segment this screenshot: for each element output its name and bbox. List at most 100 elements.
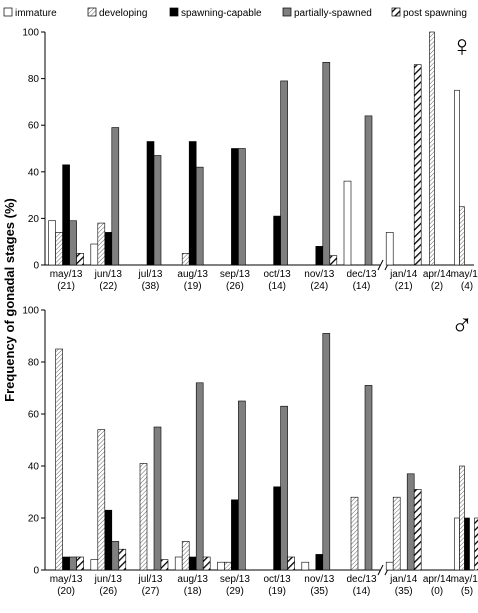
bar [49,221,56,265]
x-tick-sublabel: (2) [431,281,443,292]
bar [414,489,421,570]
x-tick-sublabel: (21) [57,281,75,292]
bar [344,181,351,265]
bar [154,155,161,265]
x-tick-sublabel: (26) [99,586,117,597]
x-tick-label: may/14 [451,574,478,585]
bar [70,221,77,265]
bar [281,81,288,265]
x-tick-sublabel: (0) [431,586,443,597]
bar [455,518,460,570]
y-tick-label: 60 [28,121,40,132]
y-tick-label: 40 [28,462,40,473]
x-tick-label: jul/13 [138,574,163,585]
bar [231,500,238,570]
bar [182,541,189,570]
bar [161,560,168,570]
x-tick-sublabel: (5) [461,586,473,597]
x-tick-label: apr/14 [423,269,452,280]
bar [112,128,119,265]
y-tick-label: 80 [28,74,40,85]
bar [407,474,414,570]
x-tick-sublabel: (35) [395,586,413,597]
y-tick-label: 60 [28,410,40,421]
bar [238,149,245,266]
y-tick-label: 100 [22,306,39,317]
bar [154,427,161,570]
bar [386,232,393,265]
bar [119,549,126,570]
x-tick-sublabel: (14) [353,281,371,292]
bar [224,562,231,570]
bar [196,167,203,265]
x-tick-sublabel: (14) [268,281,286,292]
y-tick-label: 0 [33,566,39,577]
legend-label: partially-spawned [294,8,372,19]
x-tick-label: oct/13 [263,269,291,280]
x-tick-label: apr/14 [423,574,452,585]
y-axis-label: Frequency of gonadal stages (%) [2,198,17,402]
bar [393,497,400,570]
x-tick-sublabel: (27) [142,586,160,597]
x-tick-sublabel: (14) [353,586,371,597]
y-tick-label: 0 [33,261,39,272]
bar [316,554,323,570]
bar [217,562,224,570]
bar [274,216,281,265]
legend-label: immature [15,8,57,19]
x-tick-label: dec/13 [346,574,376,585]
sex-symbol: ♂ [451,308,474,341]
bar [140,463,147,570]
bar [281,406,288,570]
bar [203,557,210,570]
bar [460,207,465,265]
bar [475,518,478,570]
y-tick-label: 100 [22,28,39,39]
x-tick-sublabel: (38) [142,281,160,292]
bar [465,518,470,570]
legend-swatch [4,8,12,16]
x-tick-label: dec/13 [346,269,376,280]
x-tick-label: jul/13 [138,269,163,280]
bar [231,149,238,266]
bar [98,223,105,265]
bar [196,383,203,570]
bar [112,541,119,570]
x-tick-label: may/14 [451,269,478,280]
bar [238,401,245,570]
x-tick-label: jun/13 [94,269,123,280]
x-tick-label: jun/13 [94,574,123,585]
bar [105,510,112,570]
bar [430,32,435,265]
bar [70,557,77,570]
bar [91,244,98,265]
bar [274,487,281,570]
x-tick-sublabel: (20) [57,586,75,597]
x-tick-sublabel: (26) [226,281,244,292]
x-tick-label: oct/13 [263,574,291,585]
x-tick-sublabel: (21) [395,281,413,292]
y-tick-label: 40 [28,167,40,178]
bar [189,142,196,265]
bar [460,466,465,570]
x-tick-label: aug/13 [177,269,208,280]
legend-swatch [88,8,96,16]
x-tick-sublabel: (29) [226,586,244,597]
bar [77,253,84,265]
sex-symbol: ♀ [451,30,474,63]
bar [189,557,196,570]
legend-swatch [283,8,291,16]
x-tick-sublabel: (19) [268,586,286,597]
bar [182,253,189,265]
y-tick-label: 80 [28,358,40,369]
legend-label: developing [99,8,147,19]
x-tick-label: sep/13 [220,574,250,585]
x-tick-sublabel: (19) [184,281,202,292]
legend-label: spawning-capable [181,8,262,19]
bar [330,256,337,265]
bar [91,560,98,570]
bar [323,333,330,570]
bar [365,116,372,265]
bar [98,430,105,570]
